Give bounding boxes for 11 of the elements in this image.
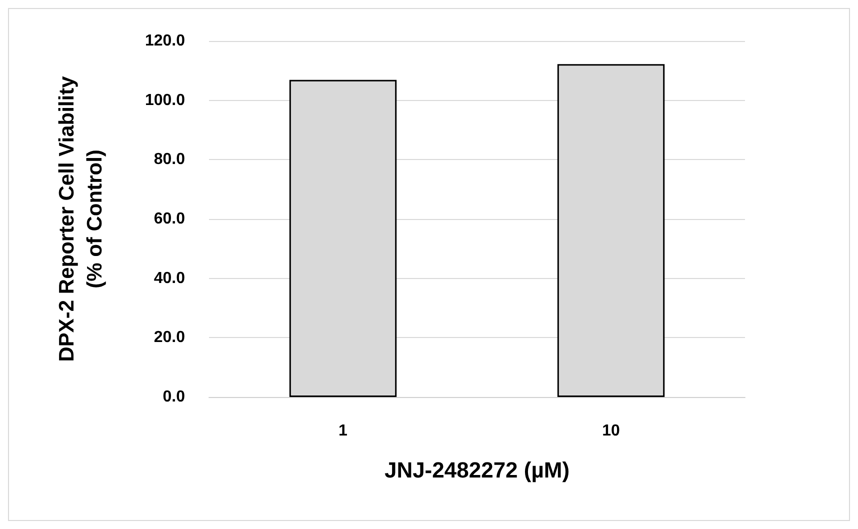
x-tick-label: 1 [338,422,348,440]
y-tick-label: 80.0 [154,151,186,168]
y-tick-label: 0.0 [162,388,186,406]
x-tick-label: 10 [602,422,620,440]
y-axis-title: DPX-2 Reporter Cell Viability (% of Control) [56,76,106,362]
x-axis-title: JNJ-2482272 (µM) [384,458,570,482]
y-tick-label: 20.0 [154,329,186,346]
y-tick-label: 100.0 [144,92,186,109]
y-tick-label: 40.0 [154,270,186,287]
y-tick-label: 120.0 [144,32,186,50]
y-tick-label: 60.0 [154,210,186,228]
